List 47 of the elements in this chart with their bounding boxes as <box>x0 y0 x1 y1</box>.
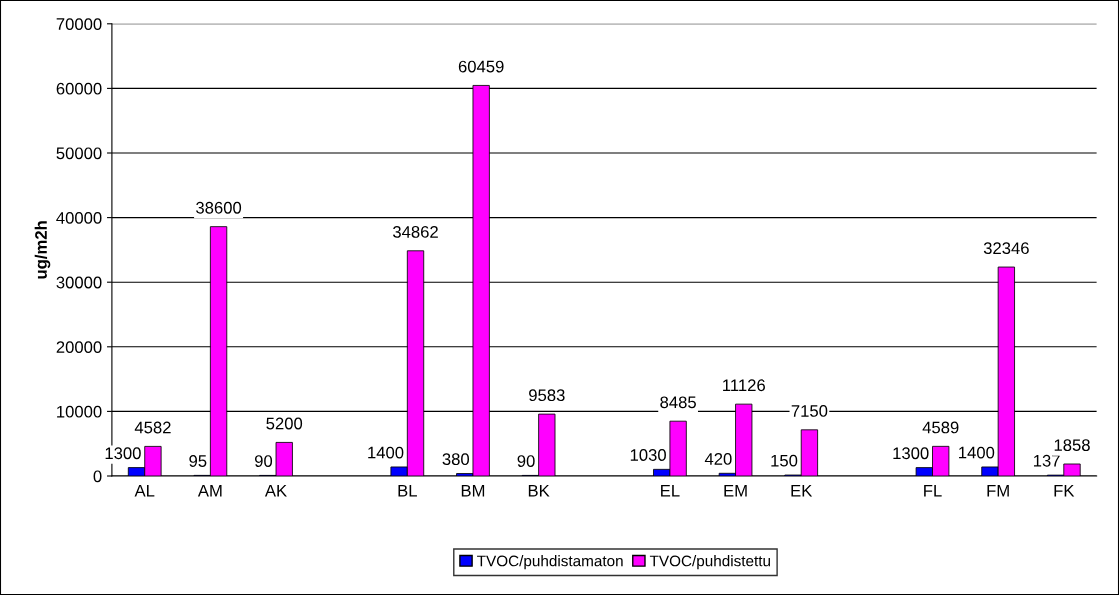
data-label: 137 <box>1033 454 1060 467</box>
data-label: 32346 <box>983 242 1029 255</box>
data-label: 1858 <box>1054 439 1090 452</box>
data-label: 9583 <box>529 389 565 402</box>
data-label: 7150 <box>791 405 828 417</box>
data-label: 420 <box>704 453 732 465</box>
data-label: 8485 <box>660 396 696 409</box>
x-tick-label: BM <box>461 484 485 497</box>
data-label: 1300 <box>893 447 929 460</box>
x-tick-label: AK <box>264 484 287 497</box>
x-tick-label: FL <box>924 484 942 497</box>
y-axis-title: ug/m2h <box>34 221 51 279</box>
y-tick-label: 70000 <box>56 18 102 30</box>
data-label: 60459 <box>458 60 504 73</box>
data-label: 38600 <box>196 201 242 214</box>
x-tick-label: EL <box>661 484 680 497</box>
x-tick-label: FK <box>1054 484 1075 497</box>
y-tick-label: 60000 <box>56 82 102 95</box>
x-tick-label: AL <box>134 484 155 497</box>
data-label: 1400 <box>368 446 404 459</box>
y-tick-label: 30000 <box>56 276 102 289</box>
data-label: 1030 <box>630 449 666 461</box>
x-tick-label: BK <box>528 484 550 497</box>
data-label: 11126 <box>723 379 765 392</box>
legend-label: TVOC/puhdistamaton <box>477 555 623 570</box>
data-label: 90 <box>254 455 273 467</box>
x-tick-label: EM <box>724 484 747 497</box>
data-label: 380 <box>442 453 470 466</box>
y-tick-label: 40000 <box>56 212 102 224</box>
data-label: 1400 <box>959 446 995 459</box>
legend-label: TVOC/puhdistettu <box>649 555 770 570</box>
data-label: 90 <box>517 455 535 467</box>
x-tick-label: AM <box>197 484 222 497</box>
x-tick-label: FM <box>987 484 1009 497</box>
data-label: 95 <box>189 455 207 467</box>
data-label: 4582 <box>134 421 171 434</box>
y-tick-label: 50000 <box>56 147 102 160</box>
x-tick-label: EK <box>791 484 813 497</box>
data-label: 4589 <box>922 421 959 434</box>
data-label: 34862 <box>392 226 438 238</box>
y-tick-label: 0 <box>93 470 102 483</box>
data-label: 150 <box>771 454 798 467</box>
data-label: 5200 <box>266 417 303 430</box>
data-label: 1300 <box>105 447 141 460</box>
x-tick-label: BL <box>398 484 417 497</box>
y-tick-label: 10000 <box>57 405 102 418</box>
y-tick-label: 20000 <box>56 341 102 353</box>
